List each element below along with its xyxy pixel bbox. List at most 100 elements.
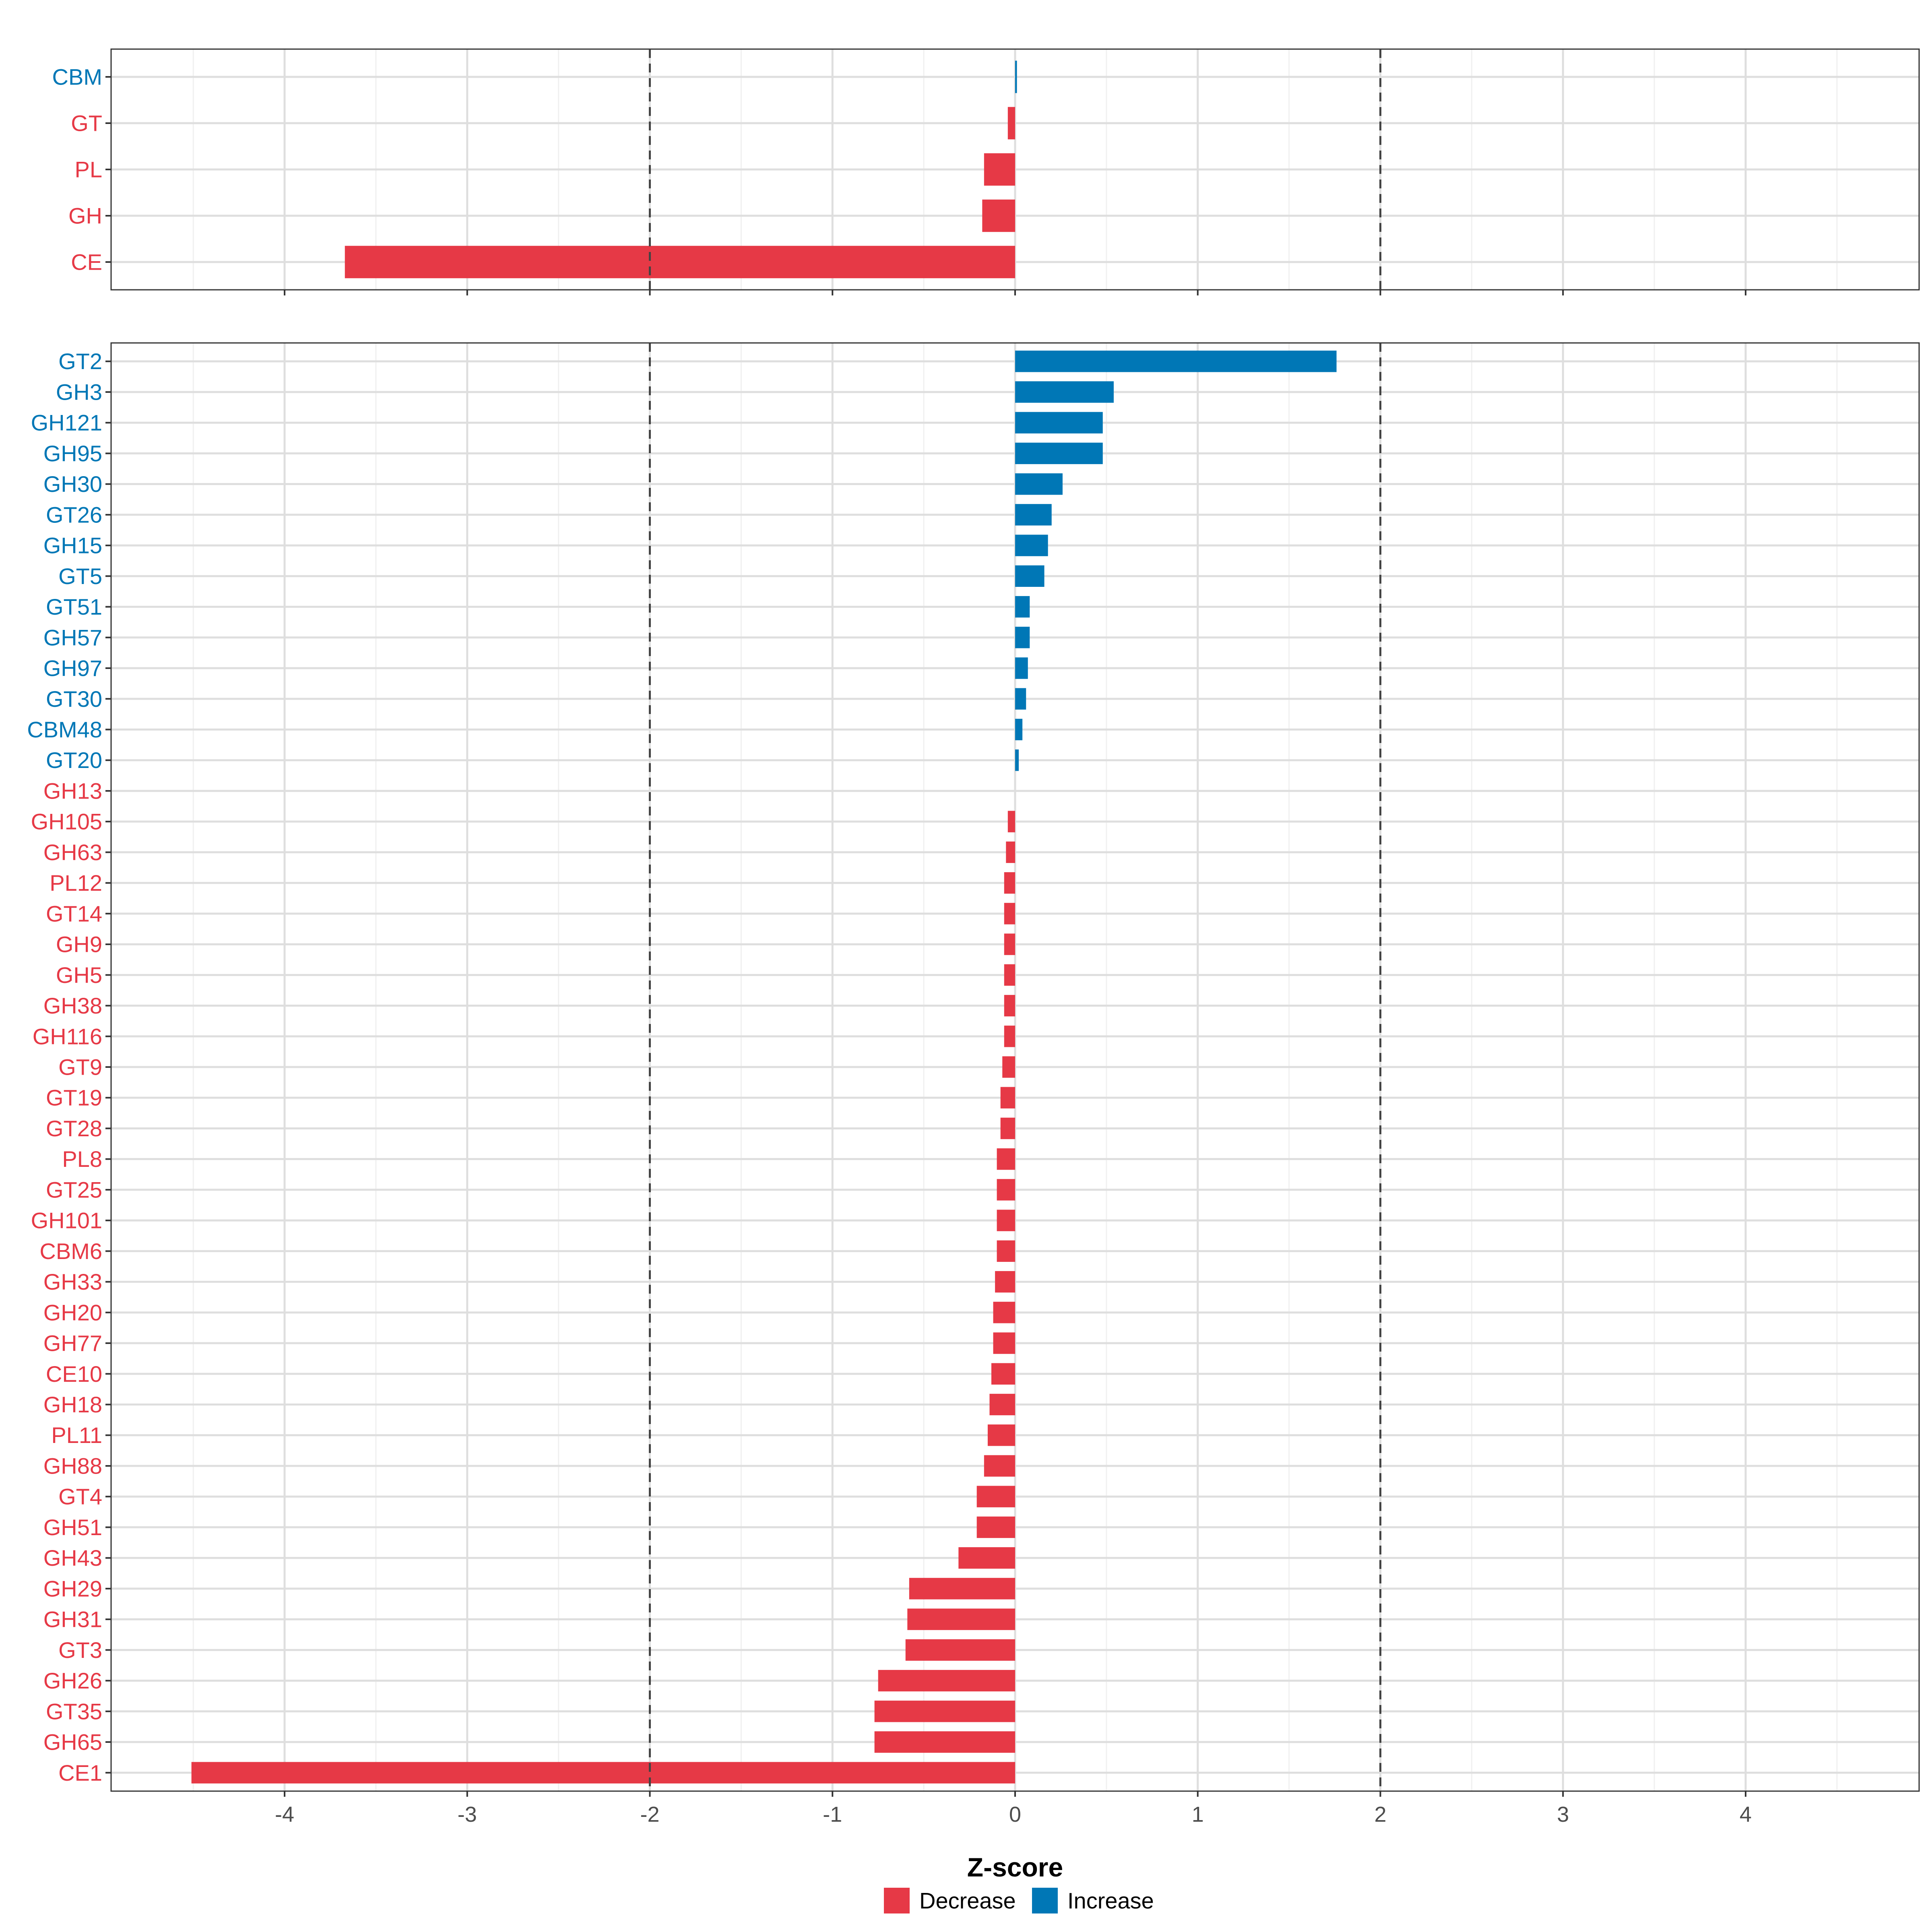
category-label: GH105	[31, 809, 102, 834]
bar-GT5	[1015, 565, 1044, 587]
category-label: GH88	[43, 1453, 102, 1478]
bar-GH77	[993, 1332, 1015, 1354]
category-label: GH3	[56, 379, 102, 405]
category-label: CBM48	[27, 717, 102, 742]
category-label: PL12	[50, 870, 102, 896]
legend-swatch-increase	[1032, 1888, 1058, 1913]
bar-GT35	[874, 1701, 1015, 1722]
bar-GT28	[1000, 1117, 1015, 1139]
category-label: CE	[71, 250, 102, 275]
category-label: GT2	[58, 349, 102, 374]
x-tick-label: 0	[1009, 1802, 1021, 1827]
bar-GT25	[997, 1179, 1015, 1201]
category-label: GT4	[58, 1484, 102, 1509]
bar-GH105	[1007, 811, 1015, 832]
bar-GT30	[1015, 688, 1026, 710]
top-panel: CBM GT PL GH CE	[52, 48, 1920, 295]
category-label: CBM6	[39, 1238, 102, 1264]
bar-CBM	[1015, 60, 1017, 93]
bar-GH97	[1015, 657, 1028, 679]
category-label: CE1	[58, 1760, 102, 1785]
category-label: GH5	[56, 962, 102, 988]
x-tick-label: -4	[275, 1802, 294, 1827]
category-label: GT5	[58, 564, 102, 589]
category-label: GH57	[43, 625, 102, 650]
bar-GT51	[1015, 596, 1030, 618]
category-label: GT	[71, 111, 102, 136]
category-label: GH15	[43, 533, 102, 558]
bar-GH116	[1004, 1026, 1015, 1047]
category-label: GT14	[46, 901, 102, 926]
bar-GH31	[907, 1608, 1015, 1630]
category-label: GT19	[46, 1085, 102, 1110]
legend-swatch-decrease	[884, 1888, 910, 1913]
category-label: GH20	[43, 1300, 102, 1325]
category-label: GT25	[46, 1177, 102, 1202]
bar-GH5	[1004, 964, 1015, 986]
bar-GH18	[989, 1393, 1015, 1416]
legend-label-decrease: Decrease	[919, 1888, 1016, 1913]
legend-label-increase: Increase	[1067, 1888, 1154, 1913]
category-label: GT26	[46, 502, 102, 527]
bar-GT3	[905, 1639, 1015, 1661]
x-axis: -4 -3 -2 -1 0 1 2 3 4	[275, 1802, 1752, 1827]
category-label: GT28	[46, 1116, 102, 1141]
category-label: GH38	[43, 993, 102, 1018]
category-label: GH26	[43, 1668, 102, 1693]
bar-GH63	[1006, 841, 1015, 863]
bar-GH29	[909, 1578, 1015, 1600]
bar-CE	[345, 246, 1015, 279]
category-label: GH29	[43, 1576, 102, 1601]
bar-GH101	[997, 1210, 1015, 1231]
bar-PL12	[1004, 872, 1015, 894]
x-tick-label: 4	[1740, 1802, 1752, 1827]
category-label: GH	[68, 203, 102, 229]
bar-GT2	[1015, 351, 1337, 372]
category-label: GH51	[43, 1515, 102, 1540]
category-label: GH77	[43, 1331, 102, 1356]
bar-GH88	[984, 1455, 1015, 1477]
bar-GH33	[995, 1271, 1015, 1293]
category-label: GT20	[46, 747, 102, 773]
category-label: GH43	[43, 1545, 102, 1571]
bar-GH3	[1015, 381, 1114, 403]
bar-GH95	[1015, 442, 1103, 464]
category-label: GH97	[43, 656, 102, 681]
bar-PL11	[987, 1424, 1015, 1446]
category-label: GH30	[43, 471, 102, 497]
bar-GT14	[1004, 903, 1015, 925]
x-tick-label: -3	[458, 1802, 477, 1827]
bar-GH57	[1015, 627, 1030, 648]
bar-CE10	[991, 1363, 1015, 1385]
bar-GT19	[1000, 1087, 1015, 1108]
bar-GH15	[1015, 535, 1048, 556]
bar-GT9	[1002, 1056, 1015, 1078]
category-label: GH116	[33, 1024, 102, 1049]
legend: Decrease Increase	[884, 1888, 1154, 1913]
bar-GT4	[976, 1486, 1015, 1507]
category-label: GH9	[56, 932, 102, 957]
bar-CBM48	[1015, 718, 1023, 741]
category-label: GH13	[43, 778, 102, 803]
bottom-panel: GT2 GH3 GH121 GH95 GH30 GT26 GH15 GT5 GT51 GH57 GH…	[27, 342, 1920, 1797]
category-label: GH31	[43, 1607, 102, 1632]
x-tick-label: 3	[1557, 1802, 1569, 1827]
bar-GH43	[958, 1547, 1015, 1569]
category-label: GH65	[43, 1730, 102, 1755]
bar-GH65	[874, 1731, 1015, 1753]
category-label: GT35	[46, 1699, 102, 1724]
x-tick-label: 1	[1192, 1802, 1204, 1827]
bar-GH9	[1004, 933, 1015, 955]
bar-GT26	[1015, 504, 1052, 526]
bar-GH20	[993, 1302, 1015, 1323]
category-label: CE10	[46, 1361, 102, 1387]
x-tick-label: 2	[1374, 1802, 1386, 1827]
category-label: PL	[75, 157, 103, 182]
bar-GH38	[1004, 995, 1015, 1017]
bar-GH121	[1015, 412, 1103, 433]
bar-GT20	[1015, 749, 1019, 771]
bar-GH	[982, 199, 1015, 232]
category-label: GH95	[43, 441, 102, 466]
category-label: GT30	[46, 686, 102, 712]
